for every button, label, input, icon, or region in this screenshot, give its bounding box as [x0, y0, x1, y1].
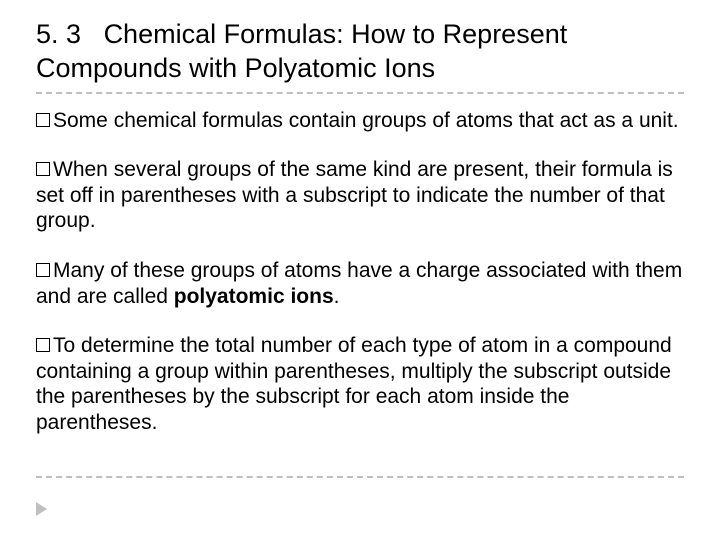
bullet-lead: Some	[53, 109, 108, 132]
arrow-icon	[36, 502, 47, 516]
checkbox-icon	[36, 113, 50, 127]
bullet-rest-pre: of these groups of atoms have a charge a…	[36, 259, 682, 308]
checkbox-icon	[36, 162, 50, 176]
footer-rule	[36, 476, 684, 478]
bullet-lead: When	[53, 158, 108, 181]
slide: 5. 3 Chemical Formulas: How to Represent…	[0, 0, 720, 540]
bullet-4: To determine the total number of each ty…	[36, 333, 684, 435]
bullet-bold: polyatomic ions	[174, 285, 334, 308]
body: Some chemical formulas contain groups of…	[36, 108, 684, 436]
bullet-rest: several groups of the same kind are pres…	[36, 158, 673, 232]
section-number: 5. 3	[36, 19, 81, 49]
bullet-1: Some chemical formulas contain groups of…	[36, 108, 684, 134]
bullet-lead: Many	[53, 259, 104, 282]
bullet-rest: chemical formulas contain groups of atom…	[108, 109, 679, 132]
bullet-3: Many of these groups of atoms have a cha…	[36, 258, 684, 309]
bullet-rest: determine the total number of each type …	[36, 334, 672, 434]
bullet-rest-post: .	[334, 285, 340, 308]
title-text: Chemical Formulas: How to Represent Comp…	[36, 19, 567, 83]
checkbox-icon	[36, 338, 50, 352]
checkbox-icon	[36, 263, 50, 277]
bullet-2: When several groups of the same kind are…	[36, 157, 684, 234]
slide-title: 5. 3 Chemical Formulas: How to Represent…	[36, 18, 684, 86]
title-gap	[81, 19, 104, 49]
bullet-lead: To	[53, 334, 75, 357]
title-rule	[36, 92, 684, 94]
